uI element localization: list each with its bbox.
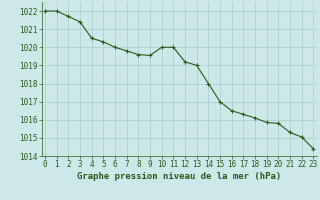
X-axis label: Graphe pression niveau de la mer (hPa): Graphe pression niveau de la mer (hPa) [77,172,281,181]
